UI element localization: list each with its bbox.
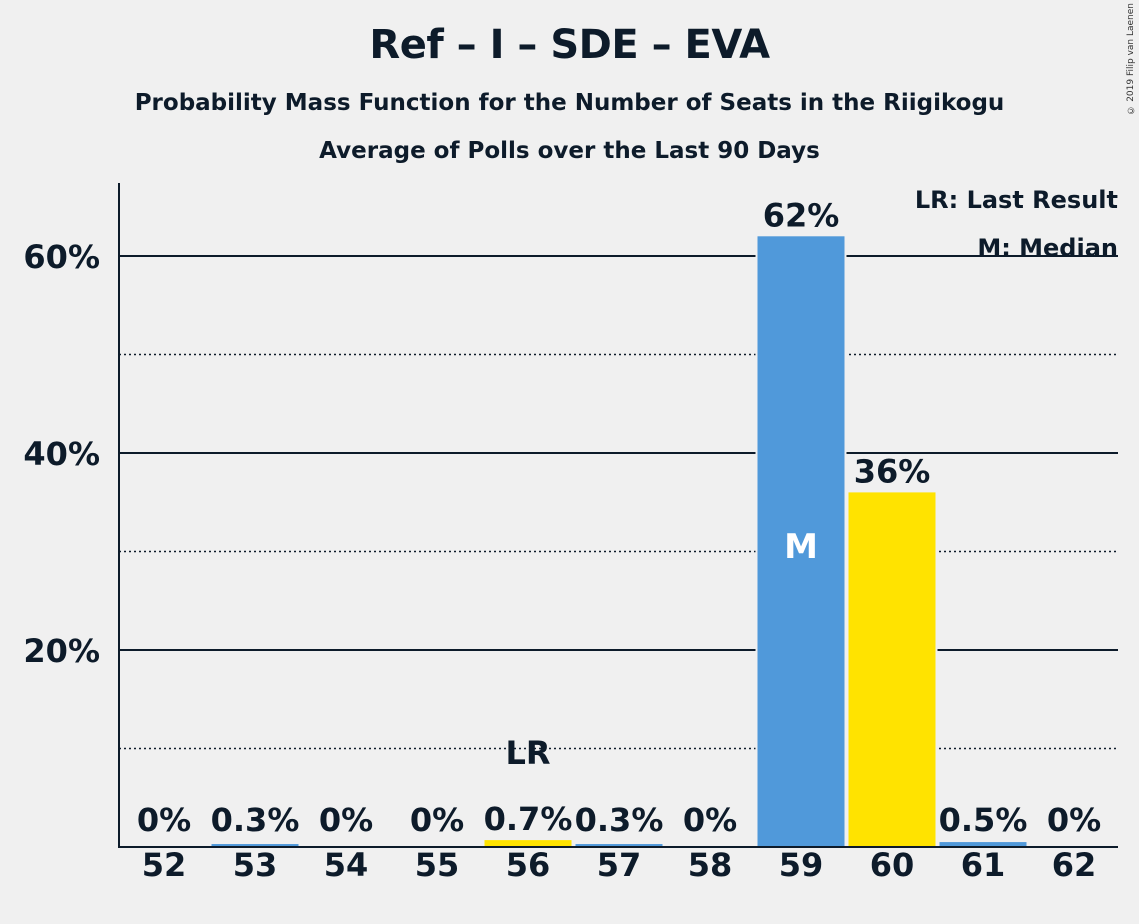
- bar-53: [211, 844, 299, 847]
- y-tick-label: 40%: [23, 435, 100, 473]
- value-label: 0%: [683, 801, 737, 839]
- value-label: 0.5%: [939, 801, 1028, 839]
- value-label: 62%: [763, 196, 840, 234]
- y-tick-label: 60%: [23, 238, 100, 276]
- x-tick-label: 62: [1052, 846, 1097, 884]
- x-tick-label: 55: [415, 846, 460, 884]
- chart-title: Ref – I – SDE – EVA: [369, 22, 770, 68]
- x-tick-label: 59: [779, 846, 824, 884]
- last-result-marker: LR: [505, 734, 550, 772]
- value-label-halo: 0.3%: [575, 801, 664, 839]
- value-label-halo: 0.7%: [484, 800, 573, 838]
- x-tick-label: 60: [870, 846, 915, 884]
- value-label: 0%: [137, 801, 191, 839]
- bar-60: [848, 492, 936, 847]
- x-tick-label: 57: [597, 846, 642, 884]
- x-tick-label: 54: [324, 846, 369, 884]
- value-label: 0.7%: [484, 800, 573, 838]
- x-tick-label: 52: [142, 846, 187, 884]
- legend-last-result: LR: Last Result: [914, 186, 1118, 214]
- x-tick-label: 53: [233, 846, 278, 884]
- x-tick-label: 56: [506, 846, 551, 884]
- value-label-halo: 0.5%: [939, 801, 1028, 839]
- value-label: 0%: [319, 801, 373, 839]
- chart-subtitle: Probability Mass Function for the Number…: [134, 90, 1005, 116]
- bar-56: [484, 840, 572, 847]
- value-label: 36%: [854, 452, 931, 490]
- bar-61: [939, 842, 1027, 847]
- value-label-halo: 36%: [854, 452, 931, 490]
- y-tick-label: 20%: [23, 632, 100, 670]
- chart-subtitle-period: Average of Polls over the Last 90 Days: [319, 138, 820, 164]
- x-tick-label: 58: [688, 846, 733, 884]
- value-label-halo: 0%: [410, 801, 464, 839]
- value-label-halo: 0%: [137, 801, 191, 839]
- bar-57: [575, 844, 663, 847]
- value-label: 0%: [410, 801, 464, 839]
- x-tick-label: 61: [961, 846, 1006, 884]
- value-label: 0.3%: [575, 801, 664, 839]
- value-label: 0.3%: [211, 801, 300, 839]
- bar-59: [757, 236, 845, 848]
- legend-median: M: Median: [977, 234, 1118, 262]
- value-label-halo: 0%: [1047, 801, 1101, 839]
- value-label-halo: 62%: [763, 196, 840, 234]
- median-marker: M: [784, 527, 818, 567]
- value-label-halo: 0%: [683, 801, 737, 839]
- value-label-halo: 0.3%: [211, 801, 300, 839]
- value-label: 0%: [1047, 801, 1101, 839]
- value-label-halo: 0%: [319, 801, 373, 839]
